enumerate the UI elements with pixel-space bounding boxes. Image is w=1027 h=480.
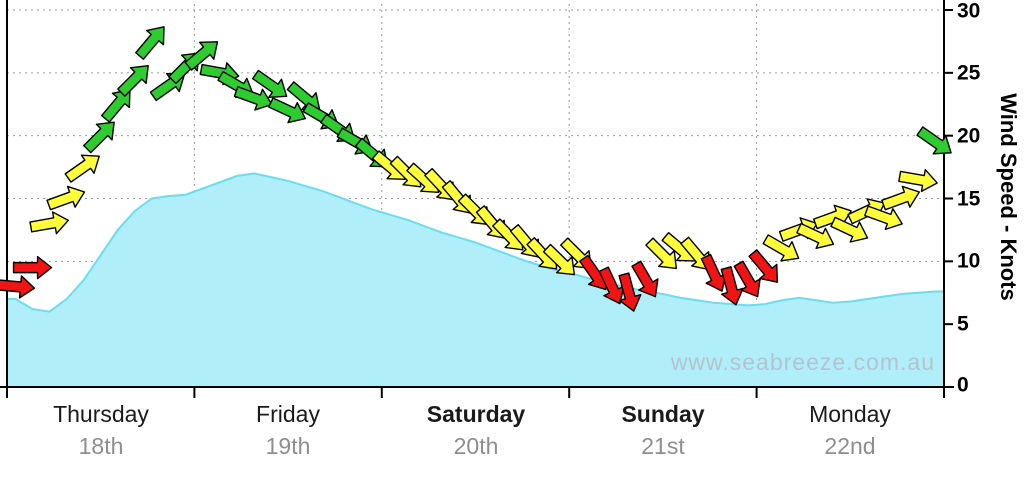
day-date-20th: 20th bbox=[453, 433, 499, 459]
wind-arrow bbox=[184, 41, 219, 71]
wind-arrow bbox=[830, 216, 869, 243]
background-area bbox=[7, 173, 944, 387]
day-label-saturday: Saturday bbox=[426, 401, 526, 427]
background-area-edge bbox=[7, 172, 944, 313]
wind-arrow bbox=[135, 26, 165, 60]
day-label-friday: Friday bbox=[256, 401, 320, 427]
wind-arrow bbox=[881, 185, 920, 211]
wind-arrow bbox=[898, 168, 938, 193]
wind-arrow bbox=[733, 260, 761, 298]
wind-arrow bbox=[618, 272, 642, 312]
wind-arrow bbox=[720, 266, 744, 306]
wind-arrow bbox=[762, 234, 800, 262]
day-label-monday: Monday bbox=[809, 401, 891, 427]
y-tick-label-0: 0 bbox=[957, 373, 969, 397]
wind-arrow bbox=[117, 64, 149, 97]
wind-arrow bbox=[46, 185, 86, 211]
y-tick-label-15: 15 bbox=[957, 187, 981, 211]
wind-arrow bbox=[12, 255, 53, 280]
wind-arrow bbox=[64, 154, 100, 183]
wind-arrow bbox=[748, 249, 779, 283]
wind-arrow bbox=[645, 237, 678, 270]
wind-arrow bbox=[251, 69, 288, 98]
day-label-thursday: Thursday bbox=[53, 401, 149, 427]
wind-arrow bbox=[864, 205, 903, 231]
day-date-22nd: 22nd bbox=[824, 433, 876, 459]
wind-arrow bbox=[29, 211, 70, 235]
wind-arrow bbox=[542, 243, 576, 276]
wind-arrows bbox=[0, 26, 952, 312]
day-date-19th: 19th bbox=[265, 433, 311, 459]
wind-arrow bbox=[0, 275, 36, 299]
day-label-sunday: Sunday bbox=[621, 401, 705, 427]
wind-arrow bbox=[631, 260, 659, 298]
day-date-21st: 21st bbox=[641, 433, 685, 459]
y-tick-label-10: 10 bbox=[957, 249, 981, 273]
day-date-18th: 18th bbox=[78, 433, 124, 459]
wind-arrow bbox=[233, 86, 273, 111]
wind-arrow bbox=[916, 126, 952, 155]
y-tick-label-30: 30 bbox=[957, 0, 981, 23]
y-tick-label-5: 5 bbox=[957, 312, 969, 336]
wind-arrow bbox=[268, 97, 307, 124]
wind-arrow bbox=[598, 266, 625, 305]
wind-arrow bbox=[83, 121, 115, 154]
y-tick-label-20: 20 bbox=[957, 124, 981, 148]
y-axis-title: Wind Speed - Knots bbox=[996, 93, 1021, 301]
watermark-text: www.seabreeze.com.au bbox=[670, 349, 935, 375]
wind-arrow bbox=[100, 88, 131, 123]
wind-arrow bbox=[796, 222, 835, 249]
y-tick-label-25: 25 bbox=[957, 61, 981, 85]
wind-arrow bbox=[700, 253, 727, 292]
axes bbox=[0, 0, 954, 398]
